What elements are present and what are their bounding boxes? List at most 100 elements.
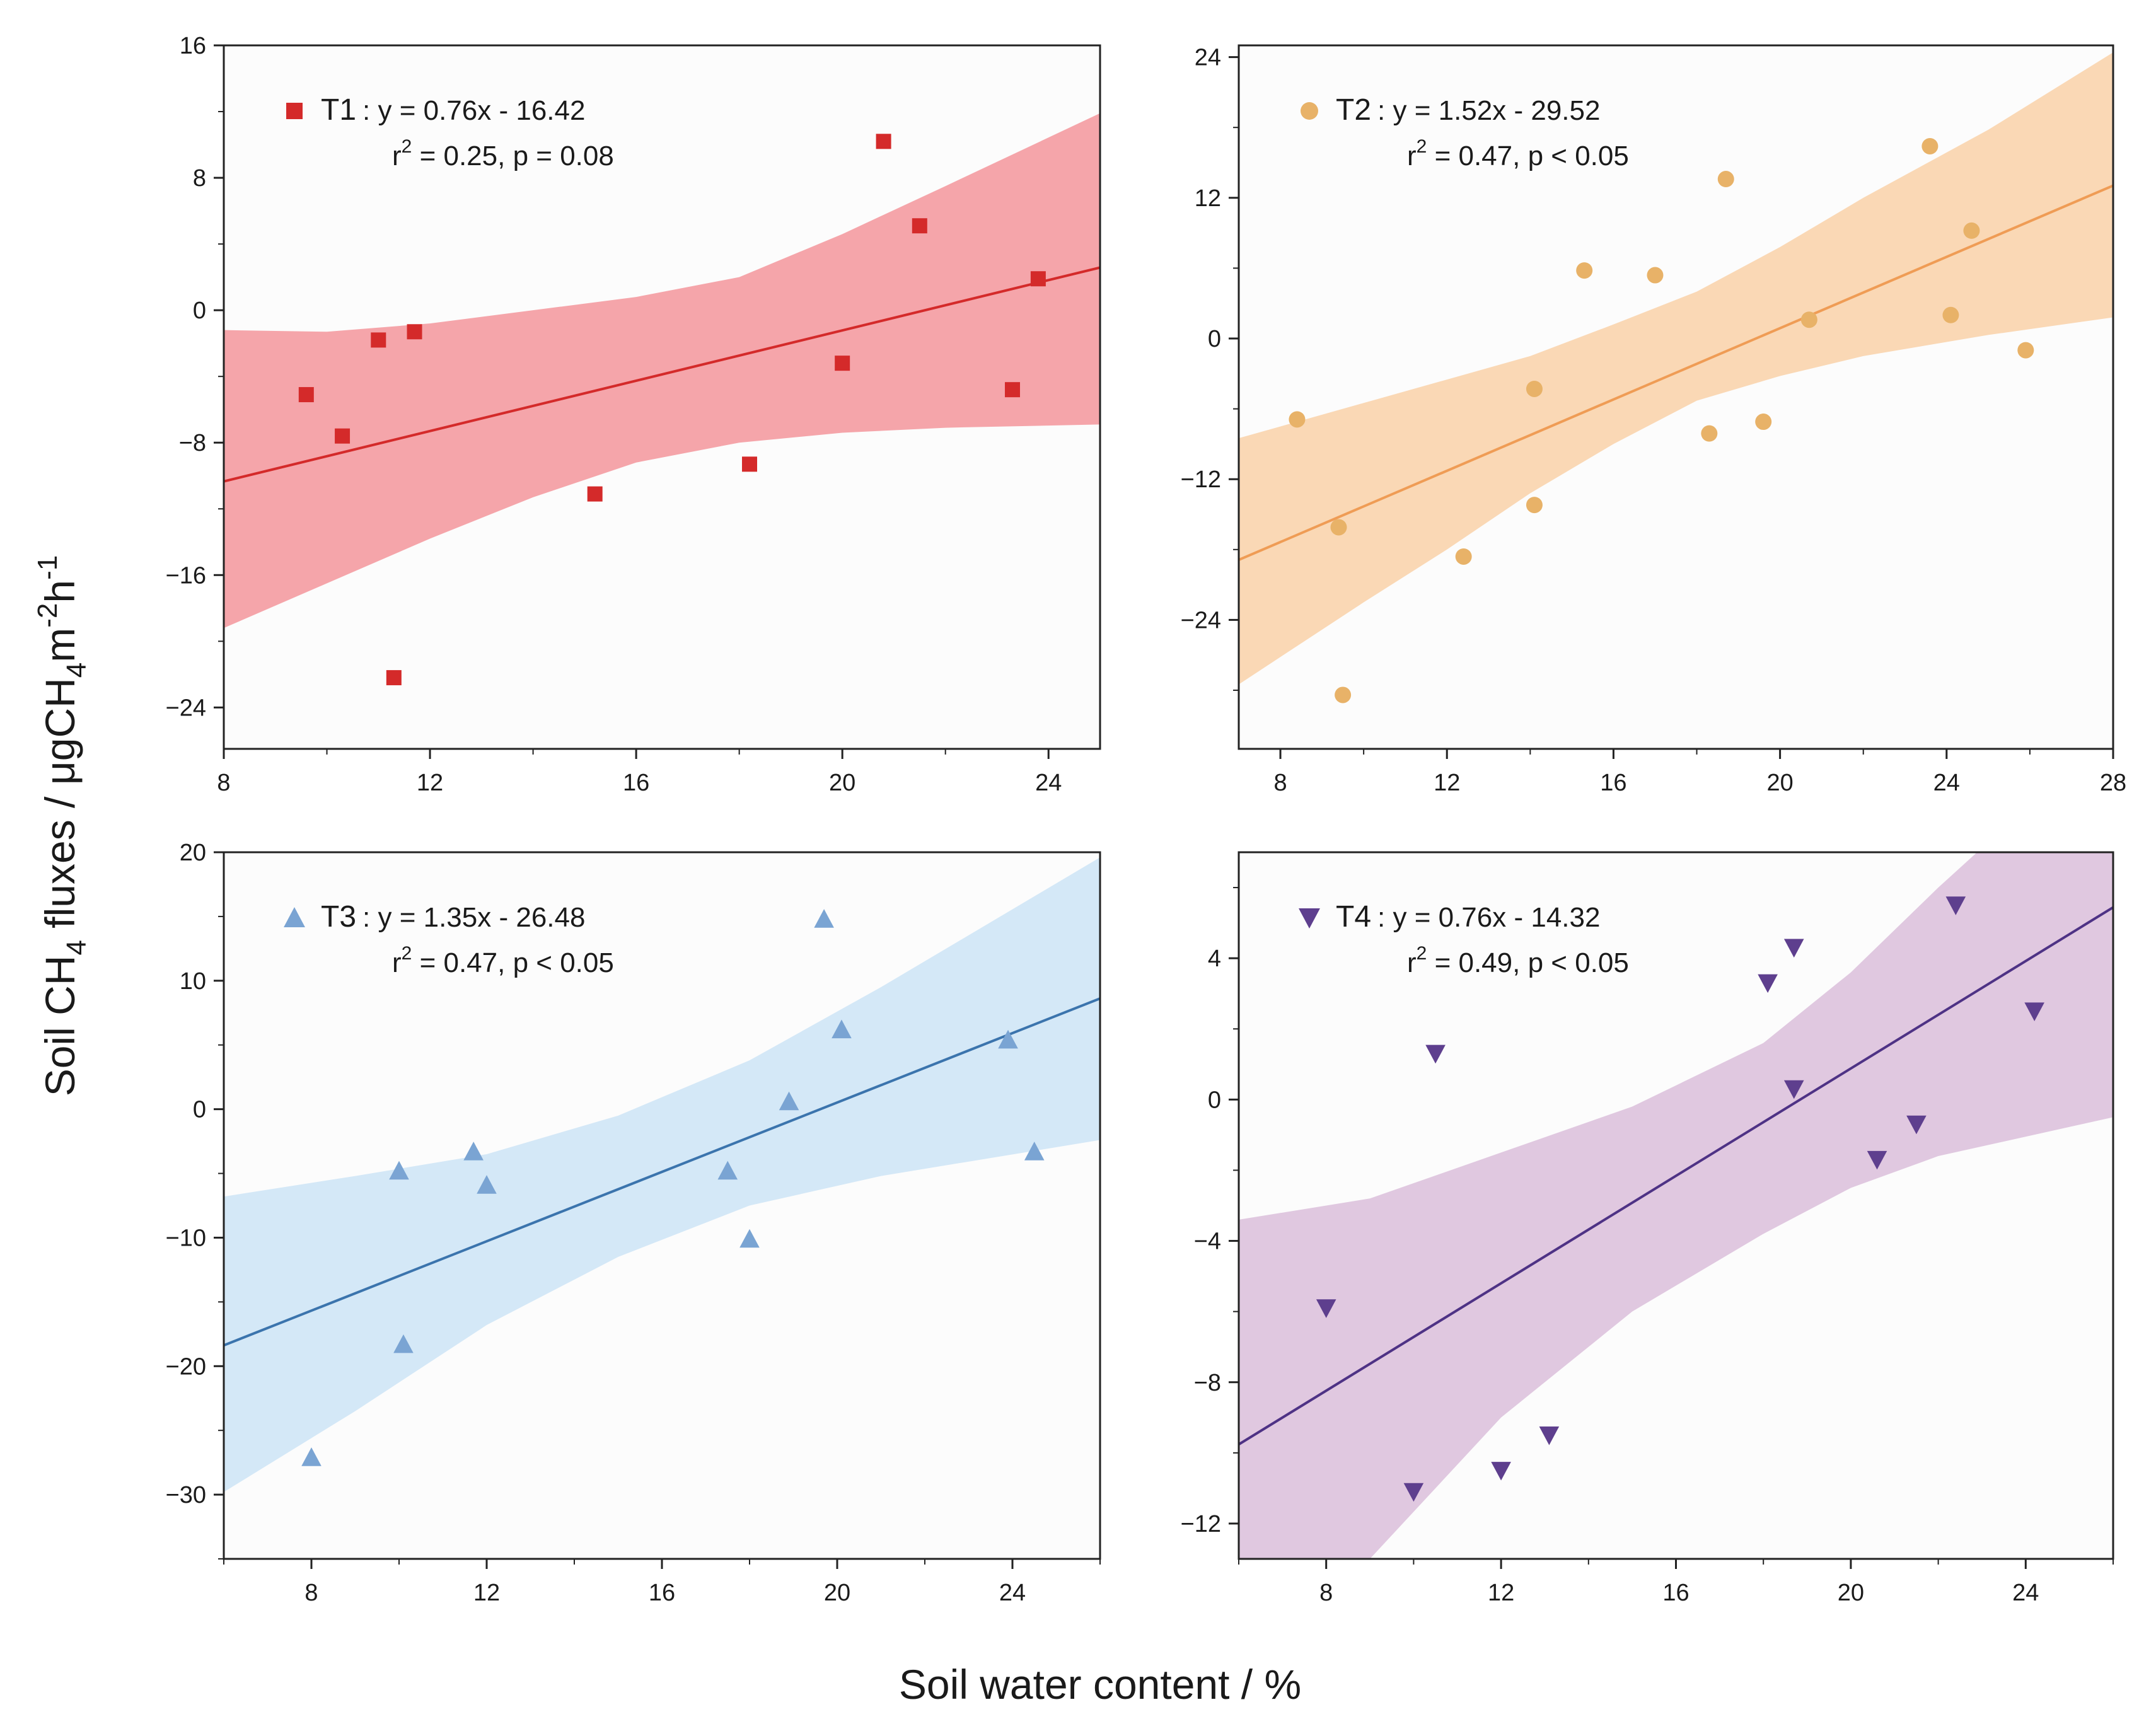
y-tick-label: −12 bbox=[1181, 1511, 1221, 1537]
legend-stats: = 0.47, p < 0.05 bbox=[412, 947, 613, 978]
y-tick-label: −24 bbox=[1181, 607, 1221, 634]
x-tick-label: 20 bbox=[1838, 1580, 1864, 1606]
legend-stats: = 0.49, p < 0.05 bbox=[1427, 947, 1628, 978]
y-tick-label: 10 bbox=[180, 968, 206, 995]
legend-line-1: T2: y = 1.52x - 29.52 bbox=[1336, 93, 1600, 127]
y-tick-label: 4 bbox=[1208, 946, 1221, 972]
data-point-4 bbox=[407, 324, 422, 340]
data-point-7 bbox=[1783, 1080, 1804, 1099]
data-point-5 bbox=[587, 486, 603, 502]
data-point-6 bbox=[742, 456, 757, 472]
x-tick-label: 24 bbox=[999, 1580, 1026, 1606]
plot-content bbox=[224, 857, 1100, 1493]
data-point-1 bbox=[1403, 1483, 1424, 1502]
legend-r: r bbox=[1407, 947, 1417, 978]
data-point-10 bbox=[1945, 896, 1966, 915]
y-tick-label: −24 bbox=[166, 695, 206, 721]
plot-content bbox=[1239, 852, 2113, 1559]
data-point-5 bbox=[1758, 974, 1778, 993]
legend-r-sup: 2 bbox=[402, 136, 412, 157]
legend-stats: = 0.25, p = 0.08 bbox=[412, 141, 613, 171]
y-axis-title: Soil CH4 fluxes / μgCH4m-2h-1 bbox=[32, 555, 92, 1096]
y-tick-label: −4 bbox=[1194, 1229, 1221, 1255]
legend-marker bbox=[284, 907, 305, 927]
y-axis-title-part4: h bbox=[37, 580, 83, 603]
plot-content bbox=[1239, 52, 2113, 703]
data-point-1 bbox=[1330, 519, 1347, 536]
y-tick-label: 0 bbox=[193, 298, 206, 324]
y-tick-label: 0 bbox=[1208, 326, 1221, 352]
data-point-2 bbox=[393, 1334, 414, 1353]
x-tick-label: 20 bbox=[829, 770, 855, 796]
plot-border bbox=[1237, 44, 2114, 750]
confidence-band bbox=[1239, 852, 2113, 1559]
data-point-4 bbox=[477, 1175, 497, 1194]
legend-r: r bbox=[392, 947, 402, 978]
data-point-14 bbox=[1963, 222, 1980, 239]
legend-r-sup: 2 bbox=[1417, 136, 1427, 157]
y-tick-label: 0 bbox=[193, 1097, 206, 1123]
panel-t4: 8 12 16 20 24 4 0 −4 −8 −12 T4: y = 0.76x - 14.32 r… bbox=[1181, 851, 2114, 1606]
data-point-0 bbox=[1289, 411, 1306, 428]
fit-line bbox=[1239, 906, 2113, 1446]
y-tick-label: 16 bbox=[180, 33, 206, 59]
legend-stats: = 0.47, p < 0.05 bbox=[1427, 141, 1628, 171]
data-point-12 bbox=[1921, 137, 1939, 154]
legend-line-1: T4: y = 0.76x - 14.32 bbox=[1336, 900, 1600, 934]
data-point-1 bbox=[335, 428, 351, 444]
data-point-15 bbox=[2017, 342, 2034, 359]
data-point-10 bbox=[1755, 414, 1772, 431]
legend-marker bbox=[1299, 908, 1320, 929]
data-point-5 bbox=[1526, 497, 1543, 514]
y-tick-label: 24 bbox=[1195, 45, 1221, 71]
x-tick-label: 12 bbox=[417, 770, 443, 796]
data-point-7 bbox=[1647, 267, 1664, 284]
confidence-band bbox=[224, 857, 1100, 1493]
x-tick-label: 12 bbox=[473, 1580, 500, 1606]
data-point-5 bbox=[717, 1160, 738, 1180]
fit-line bbox=[224, 997, 1100, 1347]
data-point-11 bbox=[2024, 1002, 2044, 1022]
legend-marker bbox=[1301, 102, 1318, 120]
x-axis-title: Soil water content / % bbox=[899, 1661, 1301, 1708]
data-point-0 bbox=[1316, 1299, 1336, 1318]
data-point-6 bbox=[1576, 262, 1593, 279]
x-tick-label: 8 bbox=[217, 770, 230, 796]
panel-t2: 8 12 16 20 24 28 24 12 0 −12 −24 T2: y = 1.52x - 29… bbox=[1181, 44, 2126, 796]
x-tick-label: 8 bbox=[304, 1580, 318, 1606]
x-tick-label: 16 bbox=[1600, 770, 1626, 796]
data-point-10 bbox=[998, 1029, 1018, 1049]
y-tick-label: −10 bbox=[166, 1225, 206, 1251]
data-point-2 bbox=[1335, 686, 1352, 703]
y-tick-label: 20 bbox=[180, 840, 206, 866]
fit-line bbox=[224, 266, 1100, 483]
y-tick-label: −16 bbox=[166, 562, 206, 589]
x-tick-label: 28 bbox=[2100, 770, 2126, 796]
data-point-13 bbox=[1942, 306, 1959, 323]
x-tick-label: 16 bbox=[623, 770, 649, 796]
confidence-band bbox=[1239, 52, 2113, 685]
legend-equation: : y = 0.76x - 16.42 bbox=[362, 95, 585, 126]
y-tick-label: −8 bbox=[179, 430, 206, 456]
y-axis-title-sub1: 4 bbox=[61, 940, 92, 955]
x-tick-label: 16 bbox=[1662, 1580, 1689, 1606]
legend-r-sup: 2 bbox=[1417, 943, 1427, 964]
x-tick-label: 20 bbox=[1766, 770, 1793, 796]
data-point-10 bbox=[1005, 382, 1020, 398]
legend-r: r bbox=[1407, 141, 1417, 171]
data-point-7 bbox=[835, 356, 850, 371]
legend-r-sup: 2 bbox=[402, 943, 412, 964]
y-tick-label: 12 bbox=[1195, 185, 1221, 212]
legend-equation: : y = 1.35x - 26.48 bbox=[362, 902, 585, 933]
y-tick-label: −12 bbox=[1181, 466, 1221, 493]
data-point-8 bbox=[814, 909, 834, 928]
data-point-1 bbox=[389, 1160, 409, 1180]
data-point-11 bbox=[1024, 1142, 1045, 1160]
legend-line-1: T1: y = 0.76x - 16.42 bbox=[321, 93, 585, 127]
data-point-4 bbox=[1526, 380, 1543, 397]
y-axis-title-sup2: -1 bbox=[32, 555, 63, 580]
data-point-8 bbox=[1867, 1150, 1887, 1170]
legend-line-1: T3: y = 1.35x - 26.48 bbox=[321, 900, 585, 934]
x-tick-label: 12 bbox=[1488, 1580, 1514, 1606]
